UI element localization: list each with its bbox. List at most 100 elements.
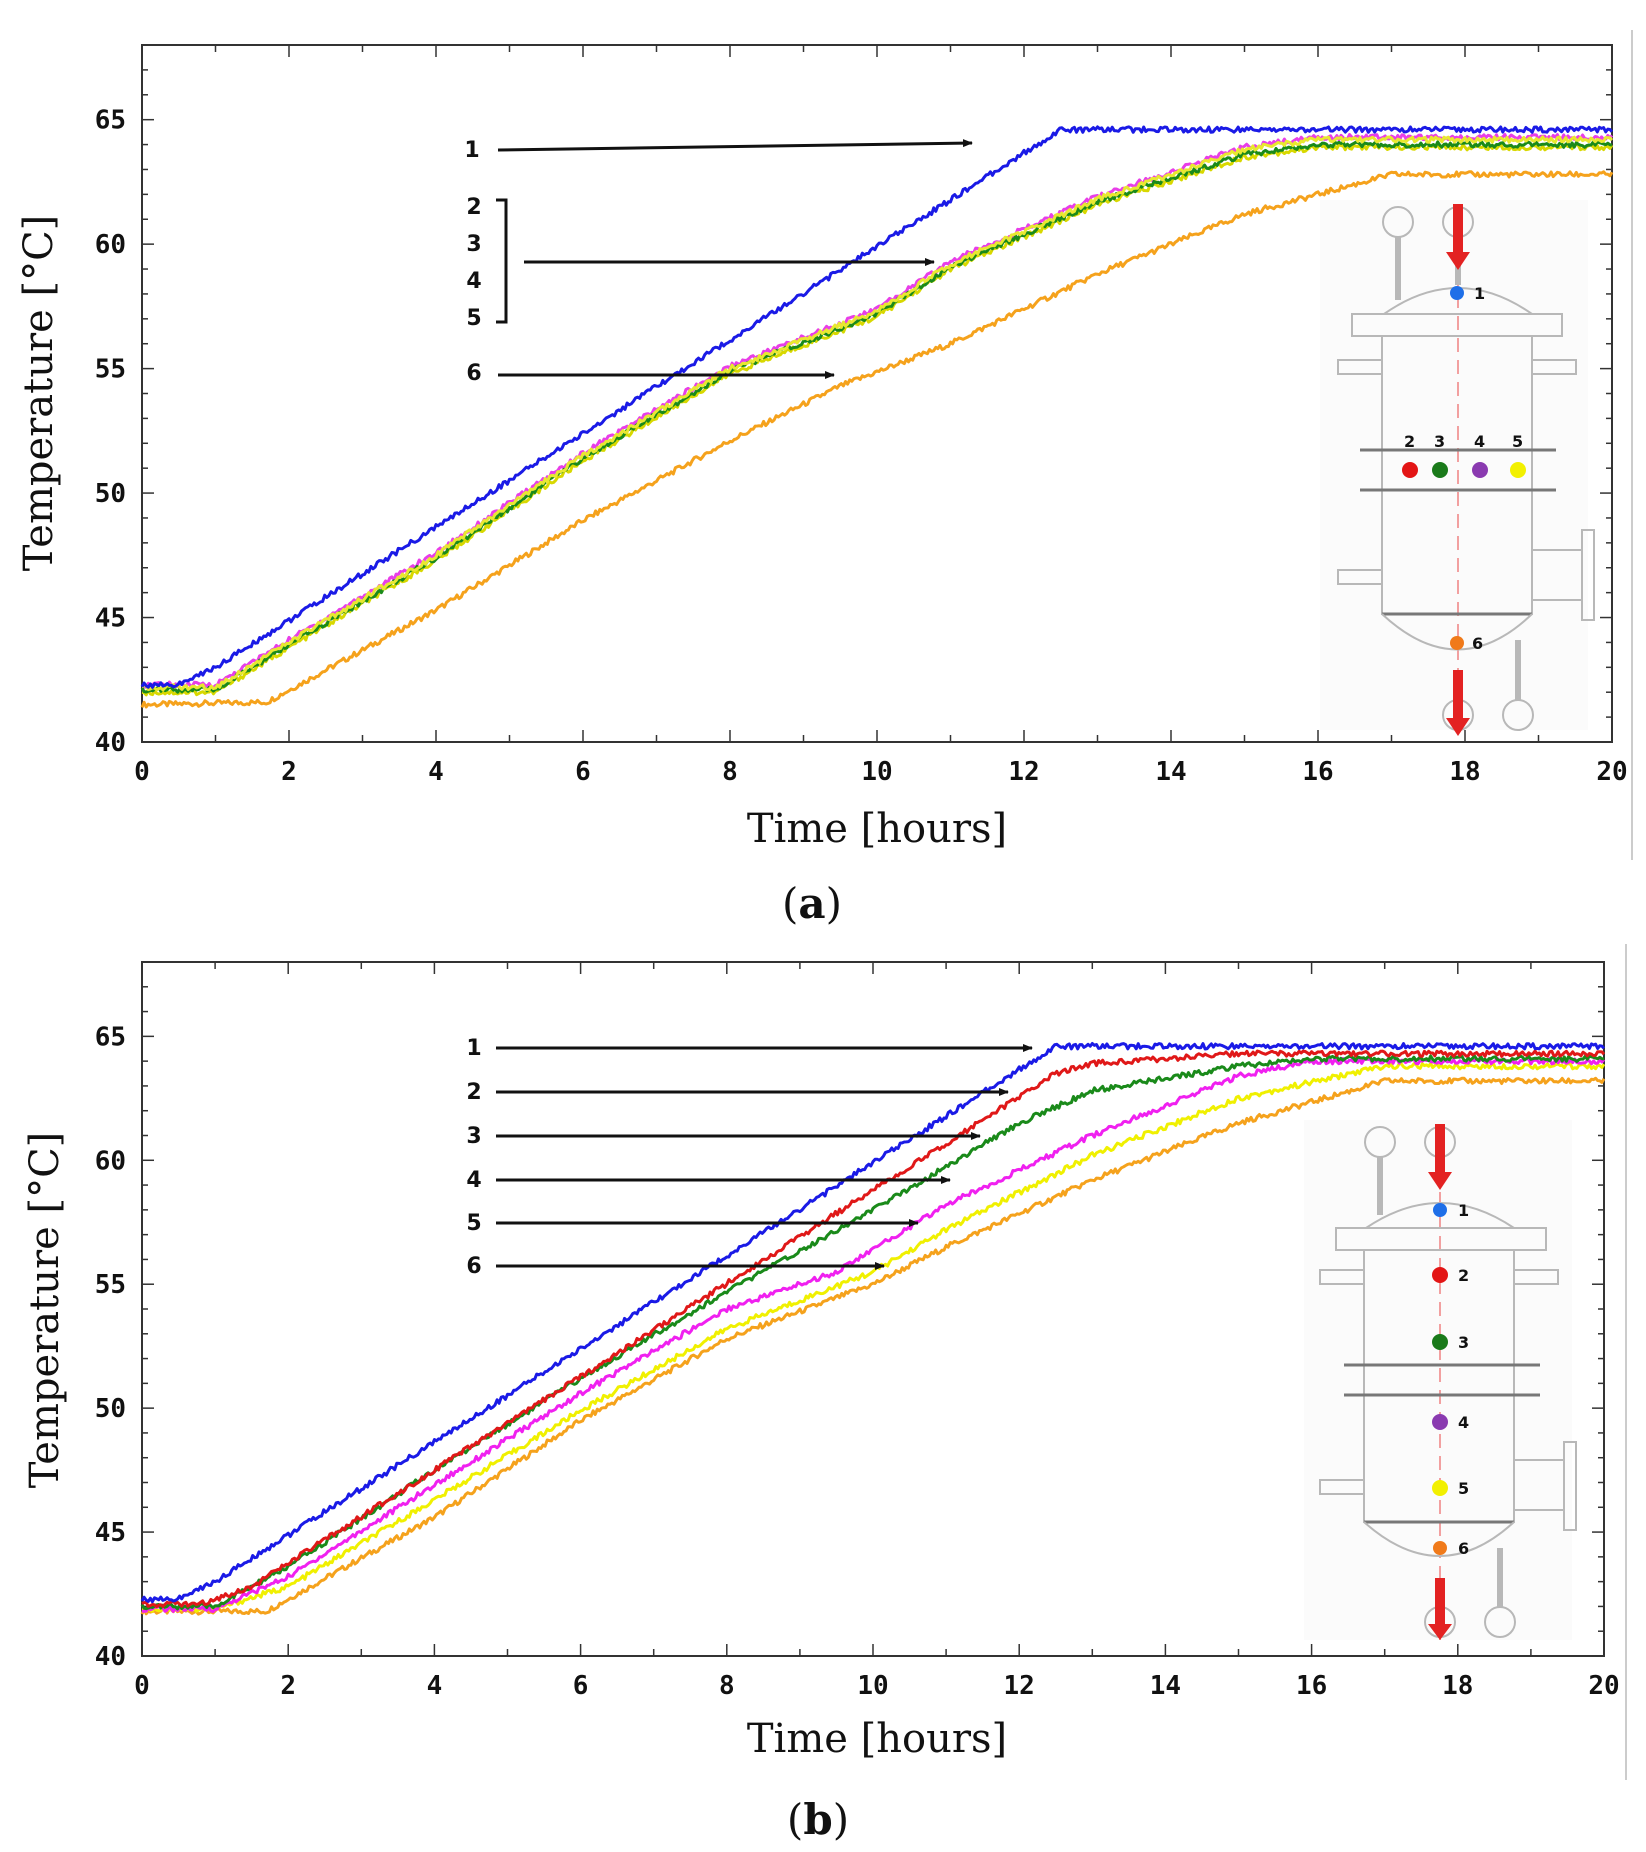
annotation-label: 5 [466, 1211, 481, 1236]
side-port-flange [1581, 529, 1595, 621]
series-line-4 [141, 1057, 1606, 1614]
annotation-label: 5 [466, 306, 481, 331]
x-tick-label: 6 [575, 757, 591, 787]
x-tick-label: 16 [1296, 1671, 1327, 1701]
y-tick-label: 65 [95, 106, 126, 136]
series-lines [140, 125, 1614, 709]
series-line-2 [141, 1049, 1606, 1609]
x-tick-label: 2 [280, 1671, 296, 1701]
annotation-bracket [496, 198, 508, 324]
sensor-label: 1 [1474, 284, 1485, 303]
x-tick-label: 12 [1004, 1671, 1035, 1701]
y-axis-title: Temperature [°C] [16, 215, 62, 572]
y-tick-label: 60 [95, 230, 126, 260]
x-tick-label: 18 [1449, 757, 1480, 787]
y-tick-label: 45 [95, 604, 126, 634]
annotation-label: 3 [466, 1124, 481, 1149]
sensor-label: 2 [1458, 1266, 1469, 1285]
y-tick-label: 60 [95, 1146, 126, 1176]
annotation-label: 1 [464, 138, 479, 163]
annotation-label: 3 [466, 232, 481, 257]
sensor-dot-1 [1450, 286, 1464, 300]
side-nozzle [1337, 359, 1383, 375]
panel-label: (b) [787, 1795, 849, 1844]
inlet-arrow-icon [1428, 1124, 1452, 1190]
sensor-label: 5 [1512, 432, 1523, 451]
tick-marks [141, 44, 1613, 743]
x-tick-labels: 0 2 4 6 8 10 12 14 16 18 20 [134, 1671, 1619, 1701]
annotations: 1 2 3 4 5 6 [464, 138, 973, 386]
sensor-dot-3 [1432, 1334, 1448, 1350]
x-tick-label: 10 [857, 1671, 888, 1701]
side-nozzle [1337, 569, 1383, 585]
sensor-dot-6 [1450, 636, 1464, 650]
sensor-dot-5 [1432, 1480, 1448, 1496]
annotation-arrow [497, 139, 973, 152]
x-tick-label: 0 [134, 1671, 150, 1701]
series-line-6 [140, 1076, 1606, 1616]
diagram-background [1304, 1120, 1572, 1640]
outlet-arrow-icon [1446, 670, 1470, 736]
diagram-background [1320, 200, 1588, 730]
x-tick-label: 18 [1442, 1671, 1473, 1701]
annotation-label: 4 [466, 269, 481, 294]
series-lines [140, 1042, 1606, 1616]
x-tick-label: 4 [427, 1671, 443, 1701]
x-tick-label: 20 [1596, 757, 1627, 787]
series-line-2 [141, 135, 1614, 692]
x-tick-label: 8 [722, 757, 738, 787]
x-tick-label: 0 [134, 757, 150, 787]
sensor-label: 2 [1404, 432, 1415, 451]
panel-label-letter: a [798, 879, 825, 928]
x-tick-label: 6 [573, 1671, 589, 1701]
x-tick-label: 14 [1150, 1671, 1181, 1701]
series-line-6 [140, 170, 1614, 709]
vessel-top-flange [1351, 313, 1563, 337]
panel-label-open: ( [782, 879, 798, 928]
y-tick-labels: 40 45 50 55 60 65 [95, 1022, 126, 1672]
vessel-diagram: 1 2 3 4 5 6 [1320, 200, 1595, 736]
sensor-dot-4 [1432, 1414, 1448, 1430]
panel-label-letter: b [803, 1795, 832, 1844]
side-port-flange [1563, 1441, 1577, 1531]
vessel-diagram: 1 2 3 4 5 6 [1304, 1120, 1577, 1640]
x-tick-label: 4 [428, 757, 444, 787]
y-tick-label: 45 [95, 1518, 126, 1548]
y-axis-title: Temperature [°C] [22, 1132, 68, 1489]
y-tick-label: 40 [95, 728, 126, 758]
outlet-arrow-icon [1428, 1578, 1452, 1640]
series-line-1 [140, 125, 1614, 689]
side-nozzle [1531, 359, 1577, 375]
y-tick-label: 65 [95, 1022, 126, 1052]
series-line-1 [140, 1042, 1606, 1604]
y-tick-label: 50 [95, 479, 126, 509]
side-nozzle [1513, 1269, 1559, 1285]
vessel-top-flange [1335, 1227, 1547, 1251]
x-tick-label: 16 [1302, 757, 1333, 787]
sensor-dot-6 [1433, 1541, 1447, 1555]
sensor-label: 5 [1458, 1479, 1469, 1498]
x-tick-label: 12 [1008, 757, 1039, 787]
y-tick-label: 55 [95, 355, 126, 385]
sensor-dot-1 [1433, 1203, 1447, 1217]
panel-label-open: ( [787, 1795, 803, 1844]
x-tick-label: 20 [1588, 1671, 1619, 1701]
panel-label: (a) [782, 879, 842, 928]
sensor-dot-3 [1432, 462, 1448, 478]
sensor-dot-4 [1472, 462, 1488, 478]
inlet-arrow-icon [1446, 204, 1470, 270]
y-tick-label: 50 [95, 1394, 126, 1424]
sensor-label: 6 [1458, 1539, 1469, 1558]
sensor-label: 1 [1458, 1201, 1469, 1220]
annotation-label: 1 [466, 1036, 481, 1061]
annotation-label: 6 [466, 361, 481, 386]
annotation-label: 2 [466, 1080, 481, 1105]
y-tick-label: 55 [95, 1270, 126, 1300]
side-nozzle [1319, 1479, 1365, 1495]
sensor-dot-2 [1402, 462, 1418, 478]
x-axis-title: Time [hours] [747, 806, 1007, 852]
x-tick-label: 10 [861, 757, 892, 787]
vessel-bottom-dome [1363, 1521, 1515, 1557]
